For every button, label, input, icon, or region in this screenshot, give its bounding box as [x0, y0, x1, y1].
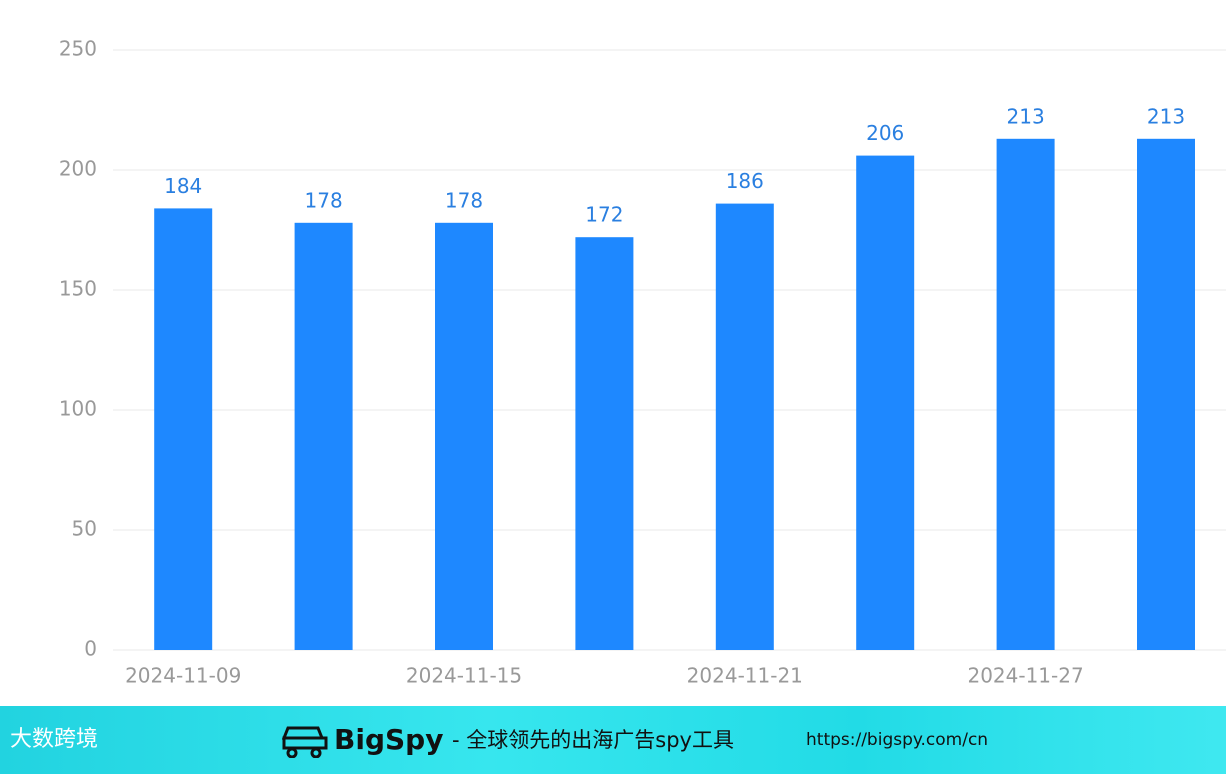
brand-icon [282, 726, 328, 758]
value-label: 213 [1007, 104, 1045, 128]
bar [856, 155, 915, 650]
value-label: 172 [585, 203, 623, 227]
x-tick-label: 2024-11-27 [967, 664, 1083, 688]
footer-url: https://bigspy.com/cn [806, 730, 989, 750]
y-tick-label: 100 [59, 397, 97, 421]
value-label: 206 [866, 121, 904, 145]
value-label: 186 [726, 169, 764, 193]
value-label: 178 [305, 188, 343, 212]
bar [575, 237, 634, 650]
y-tick-label: 250 [59, 37, 97, 61]
footer-brand: BigSpy [334, 723, 444, 756]
x-tick-label: 2024-11-15 [406, 664, 522, 688]
bar [996, 138, 1055, 651]
bar [154, 208, 213, 650]
y-tick-label: 0 [84, 637, 97, 661]
y-tick-label: 150 [59, 277, 97, 301]
value-label: 213 [1147, 104, 1185, 128]
bar [1137, 138, 1195, 651]
footer-banner: 大数跨境 BigSpy - 全球领先的出海广告spy工具 https://big… [0, 706, 1226, 774]
footer-logo: 大数跨境 [10, 727, 99, 752]
x-tick-label: 2024-11-09 [125, 664, 241, 688]
footer-tagline: - 全球领先的出海广告spy工具 [452, 728, 734, 752]
bar [715, 203, 774, 650]
bar [435, 222, 493, 651]
y-tick-label: 50 [72, 517, 97, 541]
x-tick-label: 2024-11-21 [687, 664, 803, 688]
y-tick-label: 200 [59, 157, 97, 181]
bar [294, 222, 353, 651]
chart: 0 50 100 150 200 250 2024-11-09 184 178 2024-11-1… [59, 37, 1226, 688]
value-label: 184 [164, 174, 202, 198]
value-label: 178 [445, 188, 483, 212]
